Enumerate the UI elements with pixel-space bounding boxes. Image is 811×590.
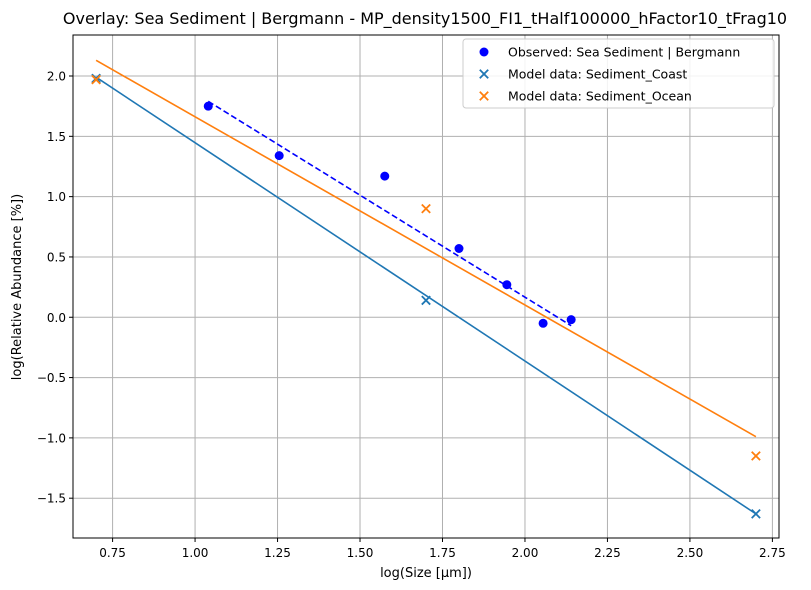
model-point [421, 295, 431, 306]
fit-line [95, 76, 757, 515]
legend-label: Observed: Sea Sediment | Bergmann [508, 45, 740, 60]
marker-stroke [479, 69, 489, 79]
legend-label: Model data: Sediment_Ocean [508, 89, 692, 104]
observed-point [454, 244, 464, 254]
x-tick-label: 1.25 [264, 546, 291, 560]
y-tick-label: 1.0 [47, 190, 66, 204]
marker-stroke [421, 295, 431, 306]
marker-stroke [751, 451, 761, 461]
model-point [91, 74, 101, 85]
x-tick-label: 2.00 [512, 546, 539, 560]
x-tick-label: 2.75 [759, 546, 786, 560]
x-tick-label: 2.50 [677, 546, 704, 560]
y-tick-label: −1.0 [37, 431, 66, 445]
x-tick-label: 0.75 [99, 546, 126, 560]
marker-stroke [751, 509, 761, 519]
observed-point [538, 318, 548, 328]
observed-point [203, 101, 213, 111]
x-tick-label: 2.25 [594, 546, 621, 560]
fit-line [95, 59, 757, 438]
grid [73, 35, 779, 538]
y-tick-label: 0.0 [47, 311, 66, 325]
model-point [751, 451, 761, 461]
x-axis-ticks: 0.75 1.00 1.25 1.50 1.75 2.00 2.25 2.50 2.75 [99, 538, 786, 560]
fit-lines [95, 59, 757, 515]
y-tick-label: 0.5 [47, 250, 66, 264]
data-points [91, 73, 761, 519]
observed-point [502, 280, 512, 290]
y-tick-label: 1.5 [47, 130, 66, 144]
y-tick-label: −1.5 [37, 492, 66, 506]
plot-frame [72, 34, 780, 539]
y-tick-label: 2.0 [47, 70, 66, 84]
y-tick-label: −0.5 [37, 371, 66, 385]
fit-line [207, 100, 572, 327]
legend-marker [479, 69, 489, 79]
chart-title: Overlay: Sea Sediment | Bergmann - MP_de… [63, 9, 787, 29]
legend-box [462, 38, 775, 109]
x-tick-label: 1.50 [347, 546, 374, 560]
x-tick-label: 1.00 [182, 546, 209, 560]
x-tick-label: 1.75 [429, 546, 456, 560]
marker-stroke [421, 203, 431, 214]
marker-stroke [91, 74, 101, 85]
observed-point [274, 151, 284, 161]
marker-stroke [479, 91, 489, 101]
y-axis-ticks: −1.5 −1.0 −0.5 0.0 0.5 1.0 1.5 2.0 [37, 70, 73, 506]
y-axis-label: log(Relative Abundance [%]) [10, 194, 25, 380]
legend-marker [479, 47, 489, 57]
legend-label: Model data: Sediment_Coast [508, 67, 687, 82]
model-point [751, 509, 761, 519]
model-point [421, 203, 431, 214]
observed-point [566, 315, 576, 325]
legend: Observed: Sea Sediment | Bergmann Model d… [462, 38, 775, 109]
observed-point [380, 171, 390, 181]
x-axis-label: log(Size [µm]) [380, 566, 472, 581]
legend-marker [479, 91, 489, 101]
